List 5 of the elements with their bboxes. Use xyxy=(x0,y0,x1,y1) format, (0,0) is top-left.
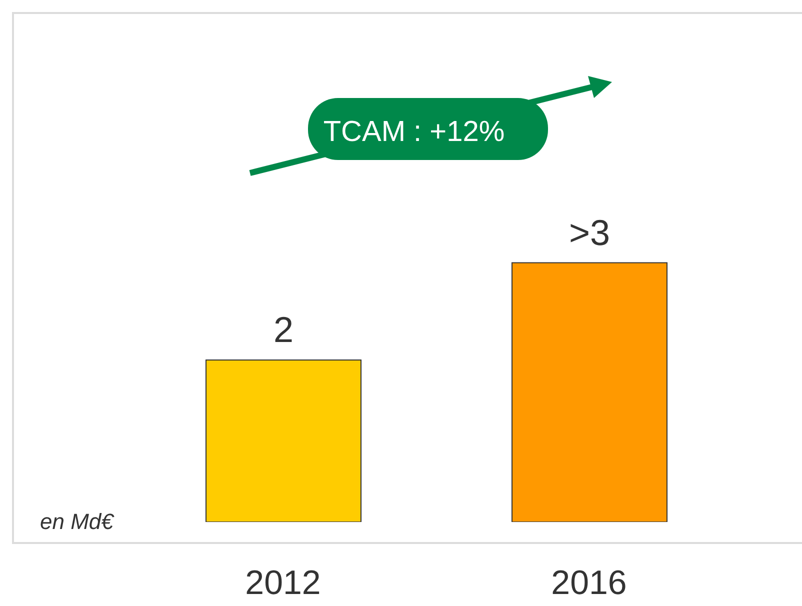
text: en Md€ xyxy=(40,509,116,534)
data-label: 2 xyxy=(273,309,294,350)
data-label: >3 xyxy=(568,212,610,253)
x-tick-label: 2012 xyxy=(245,564,321,602)
x-tick-label: 2016 xyxy=(551,564,627,602)
